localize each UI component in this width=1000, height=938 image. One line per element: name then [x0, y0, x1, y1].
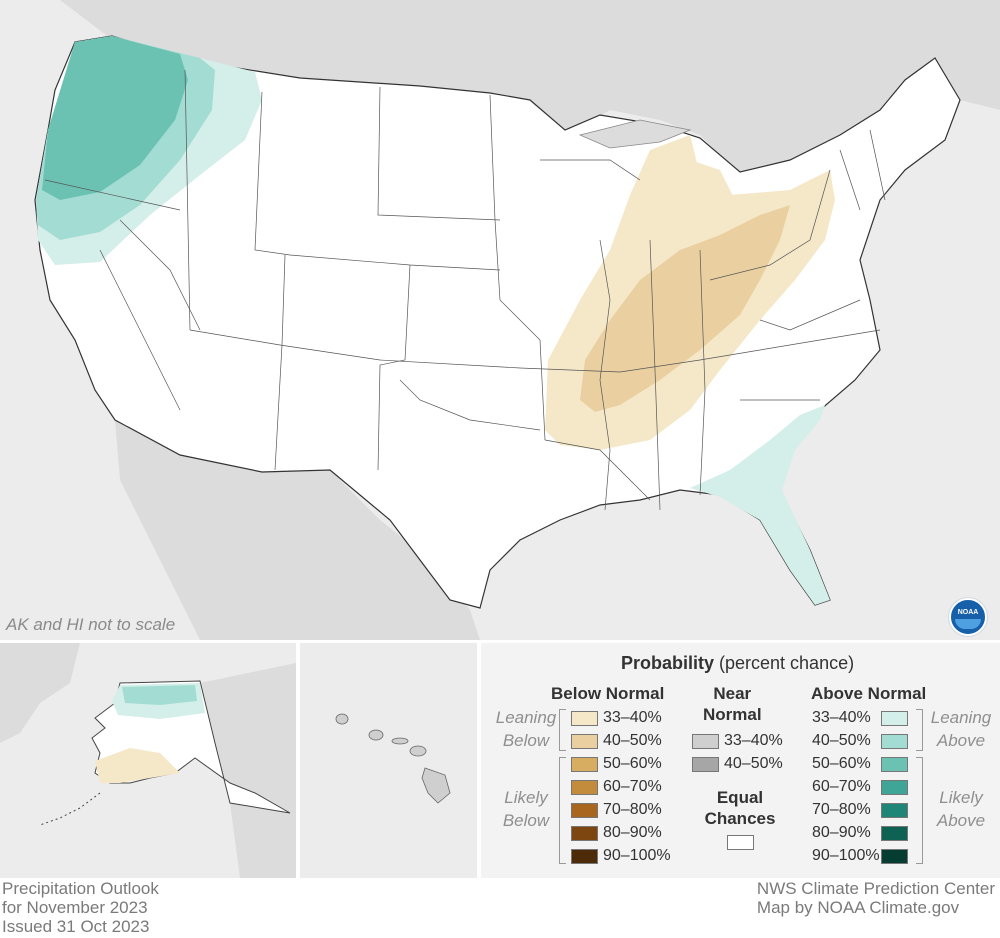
leaning-above-bracket [916, 709, 923, 751]
below-normal-row-swatch [571, 734, 598, 749]
above-normal-row-swatch [881, 734, 908, 749]
russia-land [0, 643, 80, 743]
below-normal-row-label: 60–70% [603, 778, 662, 795]
above-50-60-pnw [42, 36, 188, 200]
above-normal-row-label: 40–50% [812, 732, 871, 749]
above-normal-row-swatch [881, 711, 908, 726]
mexico-land [115, 420, 480, 640]
near-normal-row-swatch [692, 734, 719, 749]
below-normal-header: Below Normal [551, 684, 665, 703]
leaning-below-bracket [559, 709, 566, 751]
lake-superior [578, 119, 692, 149]
legend-title: Probability (percent chance) [621, 653, 855, 673]
below-normal-row-label: 33–40% [603, 709, 662, 726]
canada-land-ak [200, 663, 296, 878]
footer-issued: Issued 31 Oct 2023 [2, 917, 150, 936]
below-normal-row-swatch [571, 803, 598, 818]
below-normal-row-label: 70–80% [603, 801, 662, 818]
equal-chances-swatch [727, 835, 754, 850]
above-normal-row-swatch [881, 826, 908, 841]
legend: Probability (percent chance) Below Norma… [481, 643, 1000, 878]
footer-title: Precipitation Outlook [2, 879, 159, 898]
state-borders [44, 69, 886, 511]
leaning-above-label: Leaning Above [930, 708, 992, 750]
near-normal-row-label: 40–50% [724, 755, 783, 772]
conus-map [34, 0, 1000, 640]
alaska-map [0, 643, 296, 878]
noaa-logo-icon: NOAA [949, 598, 987, 636]
below-normal-row-swatch [571, 780, 598, 795]
near-normal-row-label: 33–40% [724, 732, 783, 749]
above-33-40-se [690, 405, 830, 605]
above-normal-row-label: 60–70% [812, 778, 871, 795]
above-normal-row-swatch [881, 803, 908, 818]
below-33-40-michigan [660, 160, 735, 240]
above-normal-row-swatch [881, 780, 908, 795]
below-normal-row-swatch [571, 826, 598, 841]
above-normal-row-swatch [881, 757, 908, 772]
below-normal-row-swatch [571, 849, 598, 864]
above-normal-header: Above Normal [811, 684, 927, 703]
above-40-50-ak [122, 685, 197, 705]
hawaii-inset [300, 643, 477, 878]
below-normal-row-label: 50–60% [603, 755, 662, 772]
above-normal-row-label: 70–80% [812, 801, 871, 818]
likely-above-label: Likely Above [936, 788, 986, 830]
near-normal-row-swatch [692, 757, 719, 772]
maui [409, 745, 427, 757]
below-33-40-ak [95, 748, 180, 783]
aleutian-islands [39, 792, 101, 826]
footer-left: Precipitation Outlook for November 2023 … [2, 879, 159, 936]
below-normal-row-label: 80–90% [603, 824, 662, 841]
likely-above-bracket [916, 757, 923, 864]
big-island [421, 767, 451, 804]
scale-note: AK and HI not to scale [6, 615, 176, 634]
above-normal-row-label: 33–40% [812, 709, 871, 726]
kauai [335, 713, 349, 725]
below-normal-row-label: 90–100% [603, 847, 671, 864]
below-normal-row-swatch [571, 757, 598, 772]
below-normal-row-swatch [571, 711, 598, 726]
footer-source: NWS Climate Prediction Center [756, 879, 995, 898]
near-normal-header: Near Normal [703, 684, 762, 724]
above-normal-row-label: 90–100% [812, 847, 880, 864]
footer-credit: Map by NOAA Climate.gov [756, 898, 960, 917]
above-normal-row-label: 80–90% [812, 824, 871, 841]
equal-chances-label: Equal Chances [704, 788, 776, 828]
canada-land [60, 0, 1000, 175]
leaning-below-label: Leaning Below [495, 708, 557, 750]
molokai [391, 737, 409, 745]
above-normal-row-label: 50–60% [812, 755, 871, 772]
hawaii-map [335, 713, 451, 804]
conus-map-panel: AK and HI not to scale NOAA [0, 0, 1000, 640]
footer-period: for November 2023 [2, 898, 148, 917]
above-normal-row-swatch [881, 849, 908, 864]
footer-right: NWS Climate Prediction Center Map by NOA… [757, 879, 995, 917]
likely-below-bracket [559, 757, 566, 864]
likely-below-label: Likely Below [502, 788, 550, 830]
below-40-50-ohio [580, 205, 790, 412]
alaska-inset [0, 643, 296, 878]
below-normal-row-label: 40–50% [603, 732, 662, 749]
oahu [368, 729, 384, 741]
